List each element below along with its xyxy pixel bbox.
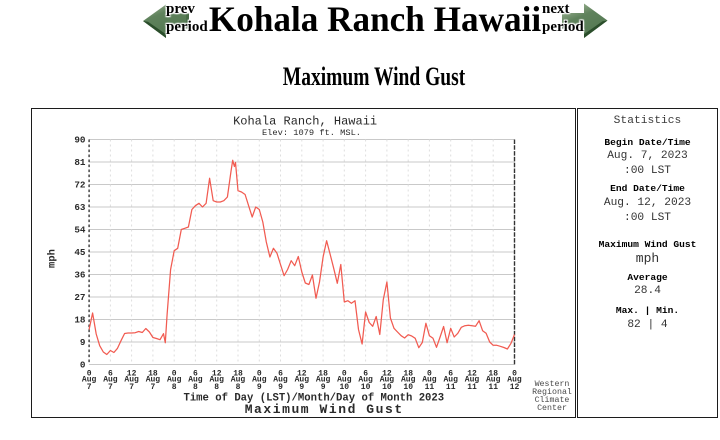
- svg-text:12: 12: [212, 370, 222, 379]
- svg-text:10: 10: [382, 383, 392, 392]
- svg-text:Aug: Aug: [443, 376, 458, 385]
- svg-text:Aug: Aug: [337, 376, 352, 385]
- svg-text:0: 0: [257, 370, 262, 379]
- svg-text:Regional: Regional: [532, 387, 572, 397]
- svg-text:12: 12: [297, 370, 307, 379]
- svg-text:18: 18: [233, 370, 243, 379]
- svg-text:9: 9: [321, 383, 326, 392]
- svg-text:12: 12: [127, 370, 137, 379]
- svg-text:Aug: Aug: [124, 376, 139, 385]
- svg-text:18: 18: [148, 370, 158, 379]
- svg-text:45: 45: [74, 247, 86, 258]
- svg-text:6: 6: [278, 370, 283, 379]
- svg-text:12: 12: [510, 383, 520, 392]
- svg-text:Aug: Aug: [146, 376, 161, 385]
- svg-text:Aug: Aug: [231, 376, 246, 385]
- svg-text:Aug: Aug: [380, 376, 395, 385]
- svg-text:0: 0: [172, 370, 177, 379]
- svg-text:7: 7: [129, 383, 134, 392]
- svg-text:9: 9: [278, 383, 283, 392]
- svg-text:18: 18: [488, 370, 498, 379]
- svg-text:18: 18: [74, 315, 86, 326]
- svg-text:Aug: Aug: [401, 376, 416, 385]
- svg-text:0: 0: [342, 370, 347, 379]
- svg-text:Aug: Aug: [188, 376, 203, 385]
- svg-text:0: 0: [87, 370, 92, 379]
- svg-text:Time of Day (LST)/Month/Day of: Time of Day (LST)/Month/Day of Month 202…: [183, 393, 444, 405]
- svg-text:12: 12: [467, 370, 477, 379]
- svg-text:11: 11: [425, 383, 435, 392]
- svg-text:Aug: Aug: [273, 376, 288, 385]
- svg-text:Elev: 1079 ft. MSL.: Elev: 1079 ft. MSL.: [262, 128, 361, 138]
- svg-text:18: 18: [318, 370, 328, 379]
- svg-text:10: 10: [403, 383, 413, 392]
- svg-text:Kohala Ranch, Hawaii: Kohala Ranch, Hawaii: [233, 115, 377, 129]
- svg-text:8: 8: [193, 383, 198, 392]
- svg-text:Aug: Aug: [82, 376, 97, 385]
- svg-text:6: 6: [363, 370, 368, 379]
- svg-text:Aug: Aug: [358, 376, 373, 385]
- svg-text:Aug: Aug: [103, 376, 118, 385]
- svg-text:Aug: Aug: [486, 376, 501, 385]
- svg-text:Center: Center: [537, 404, 567, 413]
- svg-text:Maximum Wind Gust: Maximum Wind Gust: [245, 402, 404, 417]
- svg-text:11: 11: [467, 383, 477, 392]
- svg-text:9: 9: [299, 383, 304, 392]
- svg-text:8: 8: [172, 383, 177, 392]
- svg-text:36: 36: [74, 270, 86, 281]
- svg-text:9: 9: [257, 383, 262, 392]
- svg-text:90: 90: [74, 135, 86, 146]
- svg-text:6: 6: [193, 370, 198, 379]
- svg-text:0: 0: [427, 370, 432, 379]
- svg-text:mph: mph: [47, 249, 59, 268]
- svg-text:Aug: Aug: [209, 376, 224, 385]
- svg-text:6: 6: [448, 370, 453, 379]
- svg-text:7: 7: [87, 383, 92, 392]
- svg-text:10: 10: [361, 383, 371, 392]
- svg-text:12: 12: [382, 370, 392, 379]
- svg-text:Aug: Aug: [465, 376, 480, 385]
- svg-text:63: 63: [74, 202, 86, 213]
- svg-text:Aug: Aug: [316, 376, 331, 385]
- svg-text:81: 81: [74, 157, 86, 168]
- svg-text:9: 9: [80, 337, 86, 348]
- svg-text:27: 27: [74, 292, 85, 303]
- svg-text:Western: Western: [535, 380, 570, 389]
- svg-text:72: 72: [74, 180, 86, 191]
- svg-text:11: 11: [488, 383, 498, 392]
- svg-text:54: 54: [74, 225, 86, 236]
- svg-text:Aug: Aug: [422, 376, 437, 385]
- svg-text:7: 7: [108, 383, 113, 392]
- svg-text:8: 8: [214, 383, 219, 392]
- svg-text:Aug: Aug: [507, 376, 522, 385]
- svg-text:7: 7: [150, 383, 155, 392]
- svg-text:Aug: Aug: [252, 376, 267, 385]
- svg-text:18: 18: [403, 370, 413, 379]
- svg-text:Aug: Aug: [167, 376, 182, 385]
- svg-text:Aug: Aug: [295, 376, 310, 385]
- svg-text:8: 8: [236, 383, 241, 392]
- svg-text:0: 0: [512, 370, 517, 379]
- svg-text:11: 11: [446, 383, 456, 392]
- svg-text:6: 6: [108, 370, 113, 379]
- svg-text:10: 10: [339, 383, 349, 392]
- svg-text:Climate: Climate: [535, 395, 570, 405]
- svg-text:0: 0: [80, 360, 86, 371]
